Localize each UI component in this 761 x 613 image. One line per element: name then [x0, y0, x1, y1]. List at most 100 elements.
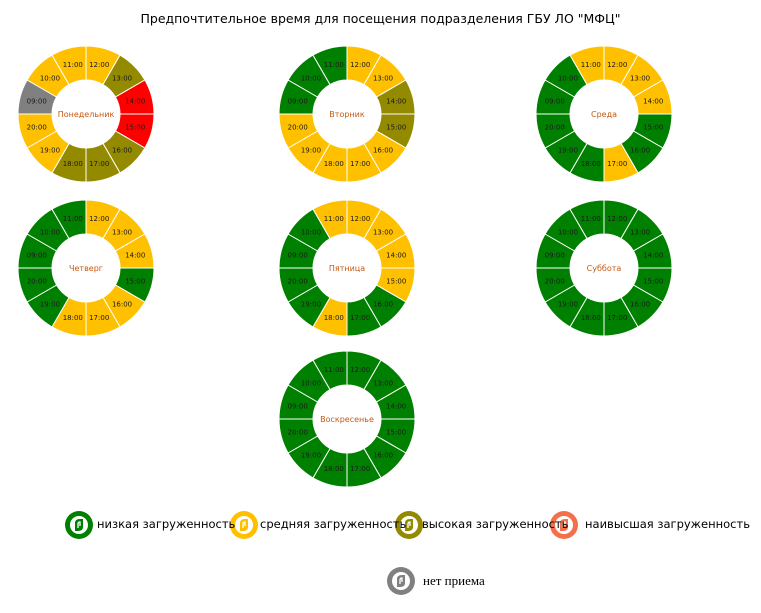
slot-segment-1100 [312, 45, 348, 86]
slot-label-1300: 13:00 [112, 74, 132, 82]
slot-label-1500: 15:00 [386, 278, 406, 286]
slot-label-1600: 16:00 [373, 147, 393, 155]
slot-label-2000: 20:00 [27, 278, 47, 286]
slot-label-1500: 15:00 [125, 124, 145, 132]
slot-label-1700: 17:00 [89, 160, 109, 168]
slot-label-2000: 20:00 [288, 124, 308, 132]
slot-label-1900: 19:00 [40, 301, 60, 309]
slot-segment-1100 [569, 45, 605, 86]
slot-segment-1100 [51, 45, 87, 86]
slot-label-1000: 10:00 [558, 74, 578, 82]
slot-label-2000: 20:00 [27, 124, 47, 132]
slot-label-2000: 20:00 [545, 278, 565, 286]
slot-label-1400: 14:00 [125, 97, 145, 105]
slot-label-1900: 19:00 [301, 147, 321, 155]
legend-label-highest: наивысшая загруженность [585, 517, 750, 531]
slot-label-1600: 16:00 [630, 301, 650, 309]
slot-label-1300: 13:00 [630, 228, 650, 236]
slot-label-1400: 14:00 [125, 251, 145, 259]
slot-label-1200: 12:00 [89, 61, 109, 69]
day-label: Вторник [329, 110, 365, 119]
slot-label-1800: 18:00 [63, 314, 83, 322]
slot-label-1800: 18:00 [63, 160, 83, 168]
slot-label-1300: 13:00 [112, 228, 132, 236]
slot-label-1300: 13:00 [630, 74, 650, 82]
slot-label-1300: 13:00 [373, 74, 393, 82]
day-label: Воскресенье [320, 415, 374, 424]
slot-label-1400: 14:00 [386, 402, 406, 410]
slot-label-1200: 12:00 [89, 215, 109, 223]
slot-label-0900: 09:00 [545, 251, 565, 259]
slot-label-1900: 19:00 [558, 301, 578, 309]
slot-label-1100: 11:00 [63, 61, 83, 69]
slot-label-2000: 20:00 [545, 124, 565, 132]
slot-label-1200: 12:00 [607, 61, 627, 69]
slot-label-0900: 09:00 [288, 251, 308, 259]
slot-label-1100: 11:00 [324, 366, 344, 374]
slot-label-1600: 16:00 [630, 147, 650, 155]
slot-label-1700: 17:00 [350, 465, 370, 473]
day-label: Пятница [329, 264, 365, 273]
slot-label-1600: 16:00 [112, 301, 132, 309]
slot-label-1700: 17:00 [89, 314, 109, 322]
slot-label-0900: 09:00 [545, 97, 565, 105]
slot-label-0900: 09:00 [288, 97, 308, 105]
slot-label-1100: 11:00 [324, 61, 344, 69]
day-label: Четверг [69, 264, 103, 273]
slot-label-1100: 11:00 [581, 61, 601, 69]
slot-label-1200: 12:00 [350, 215, 370, 223]
legend-label-closed: нет приема [423, 573, 485, 588]
legend-icon-closed [387, 567, 415, 595]
slot-label-1800: 18:00 [581, 314, 601, 322]
slot-label-1600: 16:00 [373, 452, 393, 460]
slot-label-1900: 19:00 [558, 147, 578, 155]
slot-label-1700: 17:00 [607, 160, 627, 168]
slot-label-1800: 18:00 [324, 314, 344, 322]
legend-icon-medium [230, 511, 258, 539]
slot-label-1700: 17:00 [350, 314, 370, 322]
slot-segment-1100 [569, 199, 605, 240]
slot-label-1100: 11:00 [324, 215, 344, 223]
slot-label-1200: 12:00 [350, 61, 370, 69]
slot-label-1000: 10:00 [558, 228, 578, 236]
slot-label-1300: 13:00 [373, 228, 393, 236]
slot-label-1000: 10:00 [301, 379, 321, 387]
slot-segment-1100 [312, 350, 348, 391]
slot-label-1400: 14:00 [386, 97, 406, 105]
slot-label-1500: 15:00 [386, 429, 406, 437]
slot-label-1400: 14:00 [386, 251, 406, 259]
slot-label-1600: 16:00 [112, 147, 132, 155]
slot-label-1000: 10:00 [40, 228, 60, 236]
slot-label-2000: 20:00 [288, 278, 308, 286]
day-label: Понедельник [58, 110, 115, 119]
slot-label-0900: 09:00 [27, 251, 47, 259]
slot-label-1600: 16:00 [373, 301, 393, 309]
slot-label-1000: 10:00 [301, 74, 321, 82]
slot-label-1800: 18:00 [581, 160, 601, 168]
slot-label-1000: 10:00 [301, 228, 321, 236]
slot-label-0900: 09:00 [27, 97, 47, 105]
slot-label-1500: 15:00 [643, 124, 663, 132]
slot-label-0900: 09:00 [288, 402, 308, 410]
slot-label-1500: 15:00 [643, 278, 663, 286]
day-label: Суббота [587, 264, 622, 273]
legend-label-low: низкая загруженность [97, 517, 236, 531]
legend-label-medium: средняя загруженность [260, 517, 407, 531]
slot-label-1500: 15:00 [386, 124, 406, 132]
legend-icon-high [395, 511, 423, 539]
slot-label-1100: 11:00 [63, 215, 83, 223]
slot-label-1200: 12:00 [350, 366, 370, 374]
slot-label-1000: 10:00 [40, 74, 60, 82]
slot-label-1400: 14:00 [643, 251, 663, 259]
slot-label-1700: 17:00 [607, 314, 627, 322]
slot-label-2000: 20:00 [288, 429, 308, 437]
chart-title: Предпочтительное время для посещения под… [140, 11, 621, 26]
legend-icon-low [65, 511, 93, 539]
slot-segment-1100 [51, 199, 87, 240]
